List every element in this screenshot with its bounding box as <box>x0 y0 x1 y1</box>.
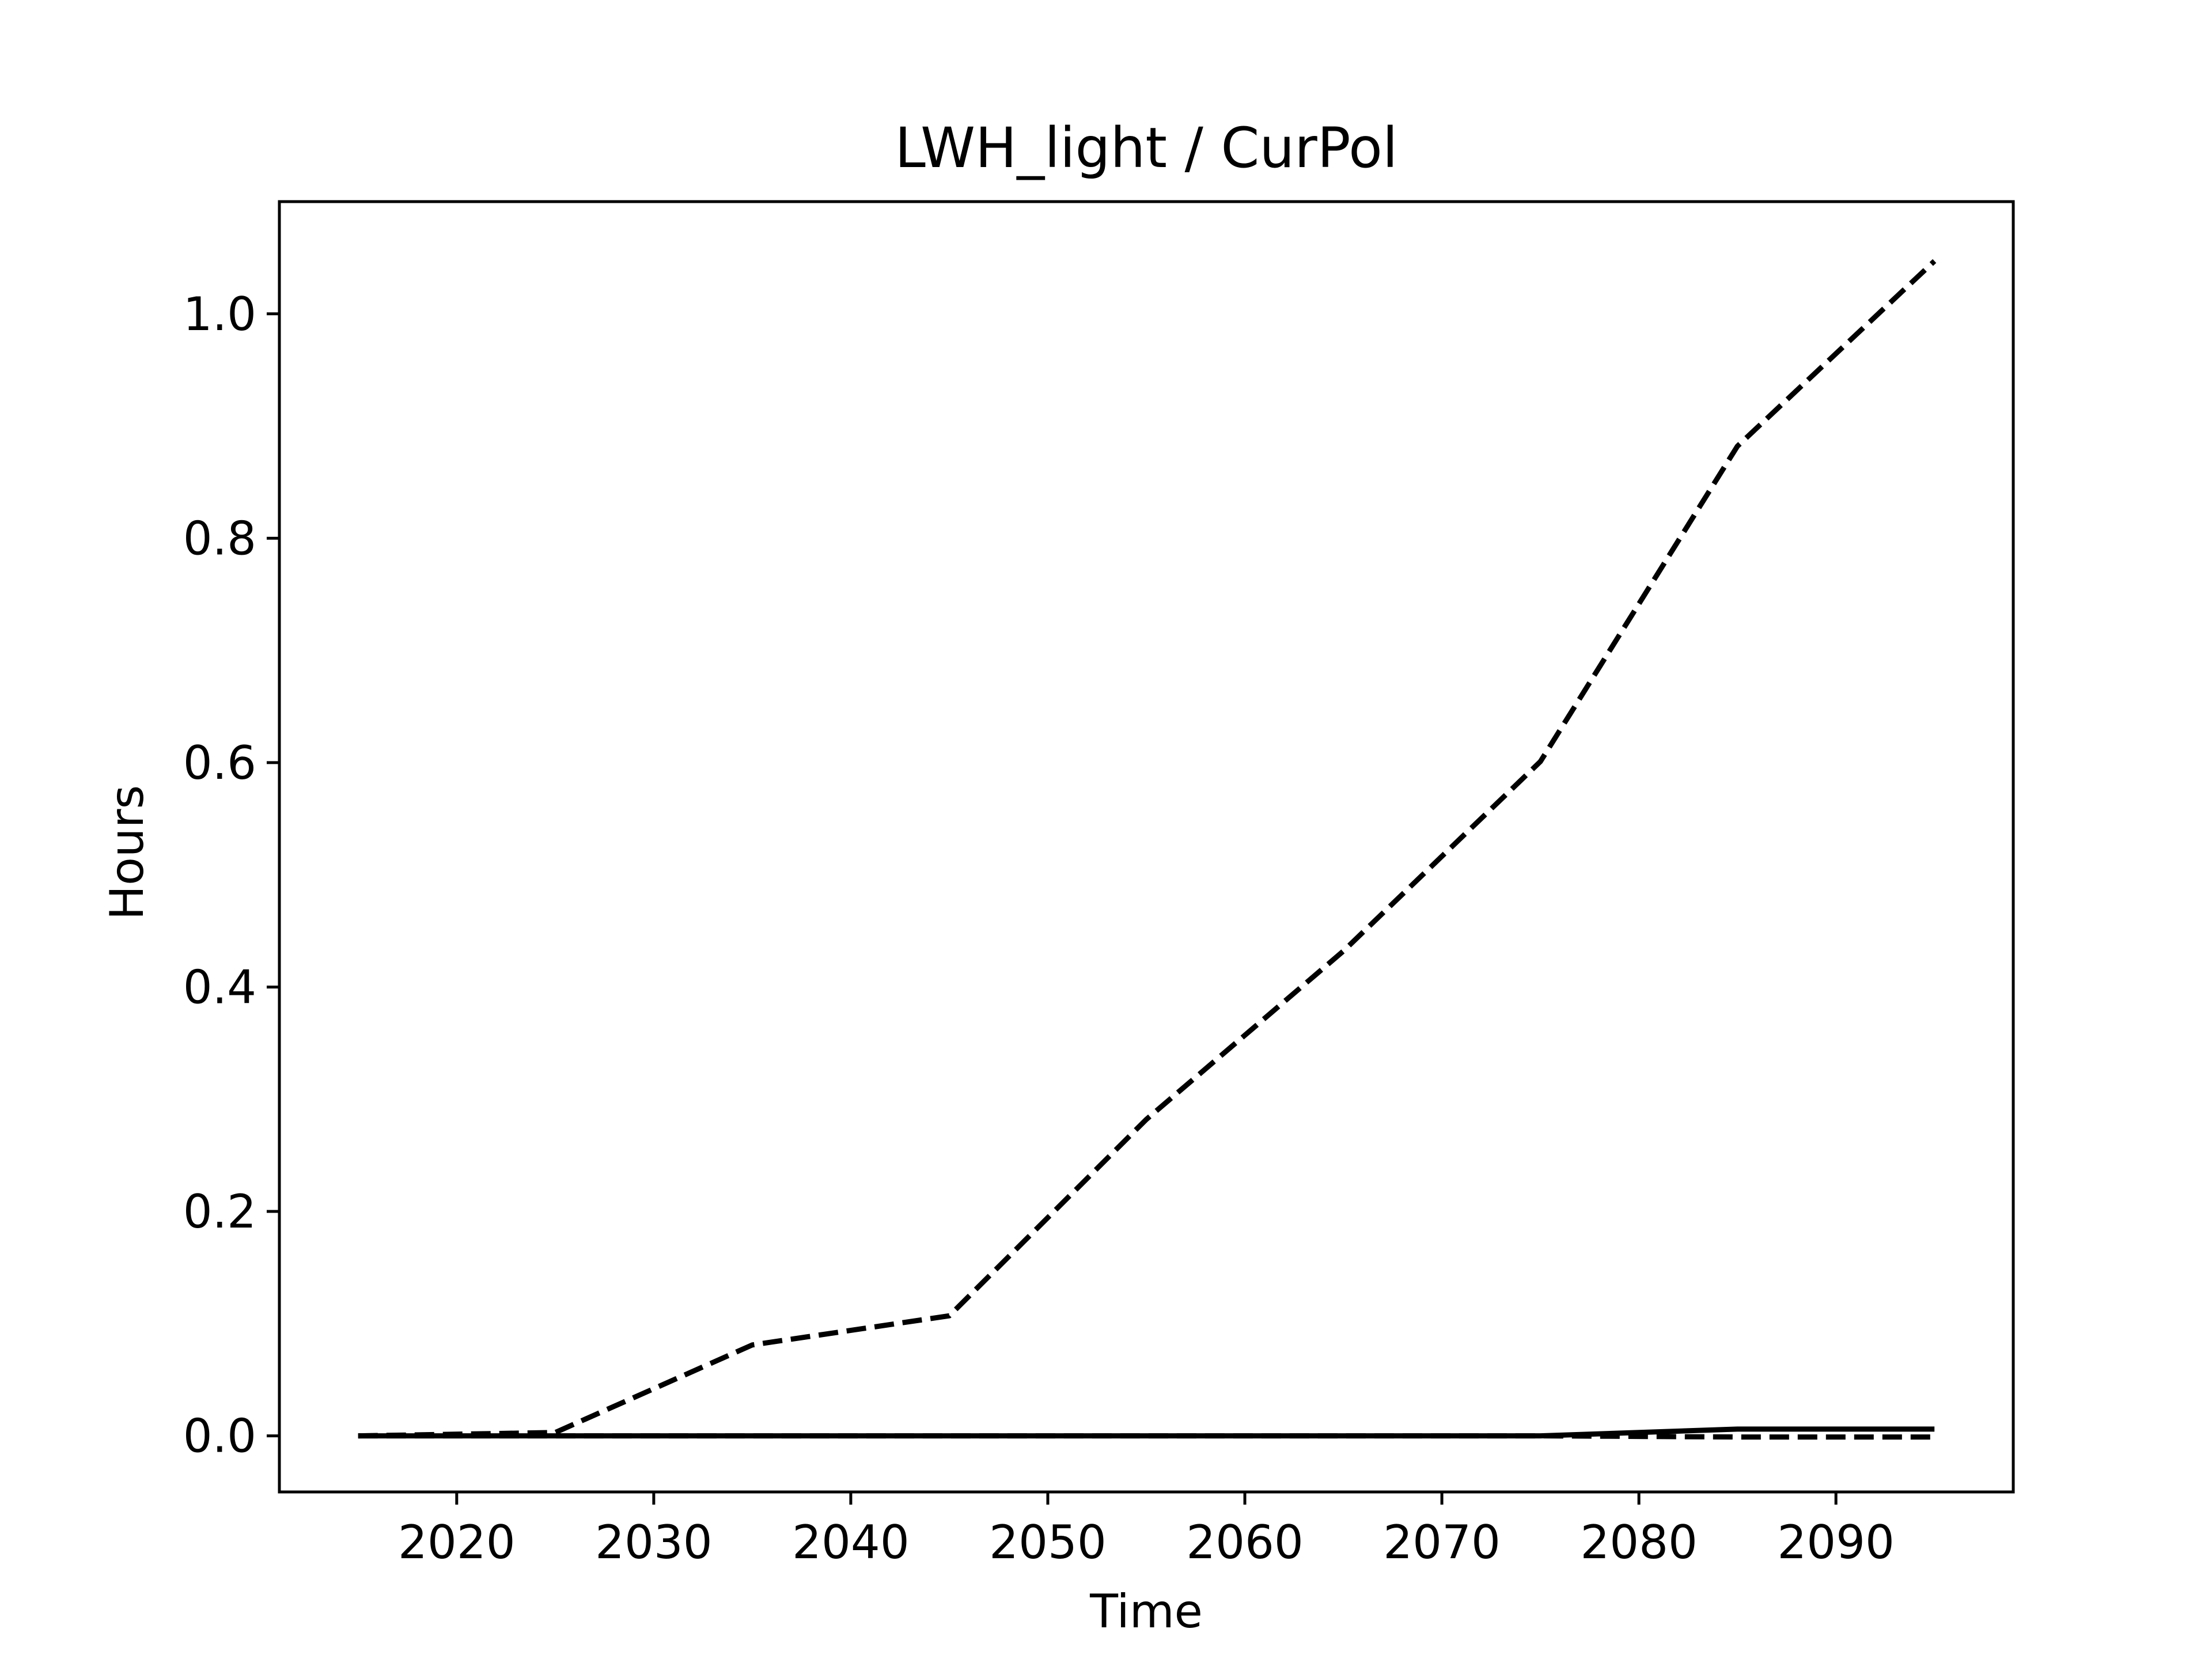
series-line-1 <box>358 259 1937 1439</box>
x-tick-label: 2060 <box>1186 1516 1304 1569</box>
plot-frame <box>278 200 2015 1494</box>
chart-title: LWH_light / CurPol <box>895 116 1397 180</box>
x-axis-label: Time <box>1089 1585 1203 1638</box>
y-tick-label: 1.0 <box>183 287 256 341</box>
series-line-3 <box>358 1433 1935 1440</box>
y-tick-label: 0.2 <box>183 1185 256 1238</box>
x-tick-label: 2050 <box>989 1516 1107 1569</box>
x-axis-ticks: 2020 2030 2040 2050 2060 2070 2080 2090 <box>398 1492 1895 1569</box>
y-tick-label: 0.8 <box>183 512 256 565</box>
y-tick-label: 0.4 <box>183 960 256 1014</box>
x-tick-label: 2040 <box>792 1516 910 1569</box>
x-tick-label: 2030 <box>595 1516 713 1569</box>
y-tick-label: 0.0 <box>183 1410 256 1463</box>
y-axis-ticks: 0.0 0.2 0.4 0.6 0.8 1.0 <box>183 287 279 1463</box>
x-tick-label: 2090 <box>1777 1516 1895 1569</box>
x-tick-label: 2020 <box>398 1516 516 1569</box>
series-layer <box>358 259 1937 1440</box>
y-tick-label: 0.6 <box>183 736 256 790</box>
y-axis-label: Hours <box>100 785 154 920</box>
x-tick-label: 2070 <box>1383 1516 1501 1569</box>
x-tick-label: 2080 <box>1580 1516 1698 1569</box>
